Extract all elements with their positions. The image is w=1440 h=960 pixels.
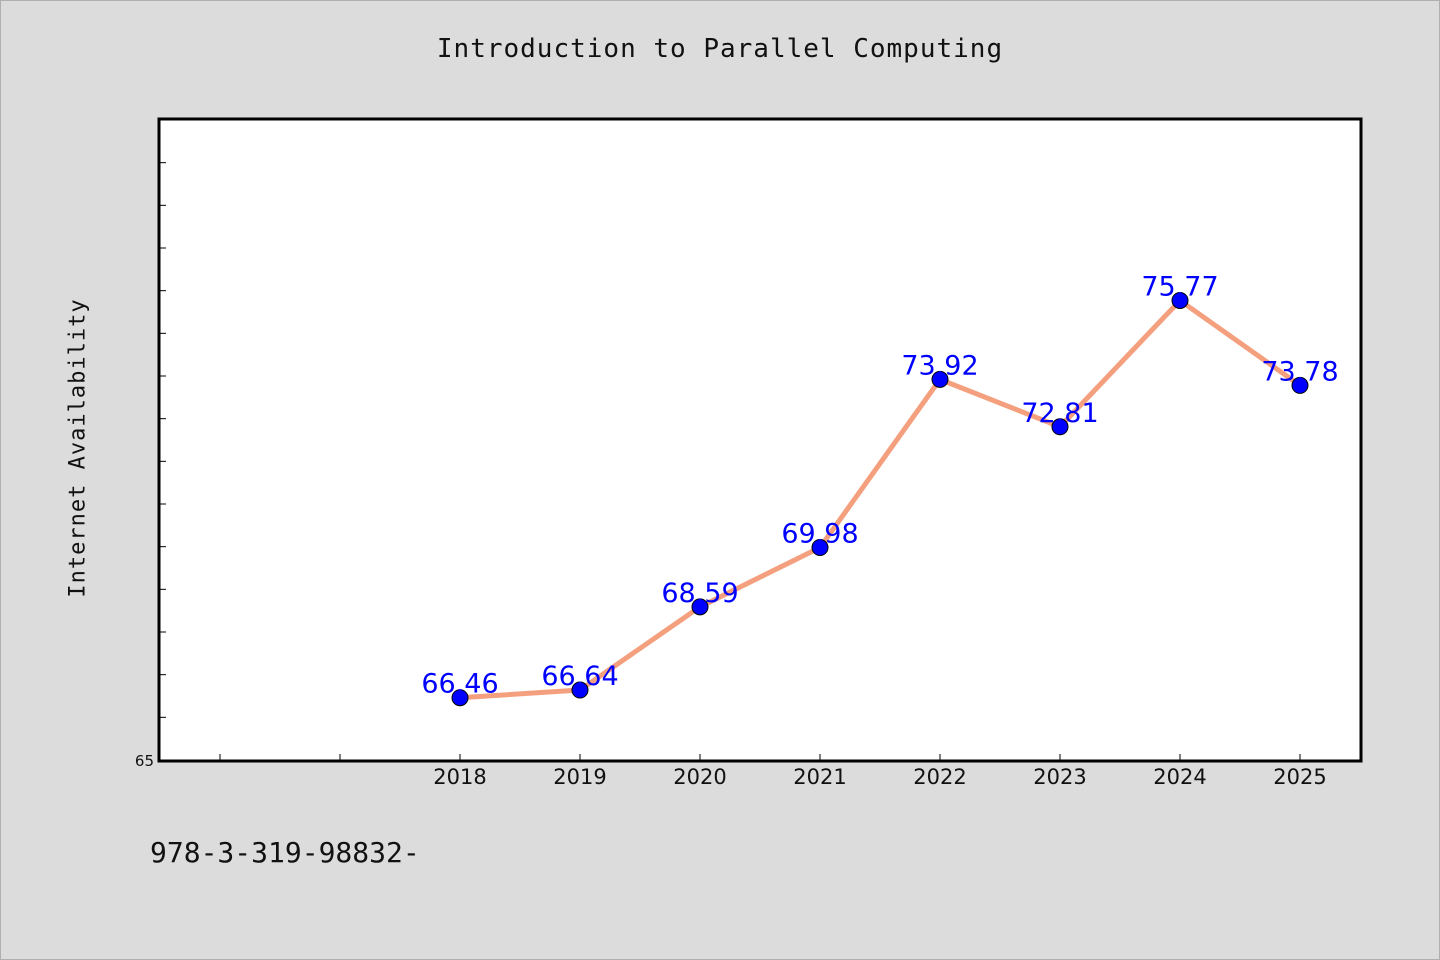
data-label: 66.64 (541, 661, 618, 692)
data-points (451, 291, 1309, 707)
x-tick-label: 2024 (1153, 765, 1206, 789)
data-point (931, 370, 949, 388)
data-label: 66.46 (421, 669, 498, 700)
data-labels: 66.46 66.64 68.59 69.98 73.92 72.81 75.77 73.78 (421, 271, 1338, 699)
data-label: 72.81 (1021, 398, 1098, 429)
data-point (1051, 418, 1069, 436)
data-point (811, 539, 829, 557)
series-line (459, 297, 1302, 701)
x-tick-label: 2020 (673, 765, 726, 789)
x-axis-ticks: 2018 2019 2020 2021 2022 2023 2024 2025 (219, 754, 1327, 789)
data-label: 73.78 (1261, 356, 1338, 387)
data-label: 73.92 (901, 350, 978, 381)
data-label: 75.77 (1141, 271, 1218, 302)
data-point (451, 689, 469, 707)
plot-area (157, 117, 1363, 763)
y-axis-ticks: 65 (135, 162, 166, 770)
data-point (571, 681, 589, 699)
x-tick-label: 2025 (1273, 765, 1326, 789)
x-tick-label: 2021 (793, 765, 846, 789)
x-tick-label: 2019 (553, 765, 606, 789)
x-tick-label: 2023 (1033, 765, 1086, 789)
data-label: 69.98 (781, 519, 858, 550)
x-tick-label: 2018 (433, 765, 486, 789)
isbn-footer: 978-3-319-98832- (150, 836, 420, 869)
data-label: 68.59 (661, 578, 738, 609)
y-tick-label: 65 (135, 752, 154, 770)
data-point (1291, 376, 1309, 394)
data-point (1171, 291, 1189, 309)
chart-title: Introduction to Parallel Computing (436, 34, 1004, 64)
x-tick-label: 2022 (913, 765, 966, 789)
data-point (691, 598, 709, 616)
